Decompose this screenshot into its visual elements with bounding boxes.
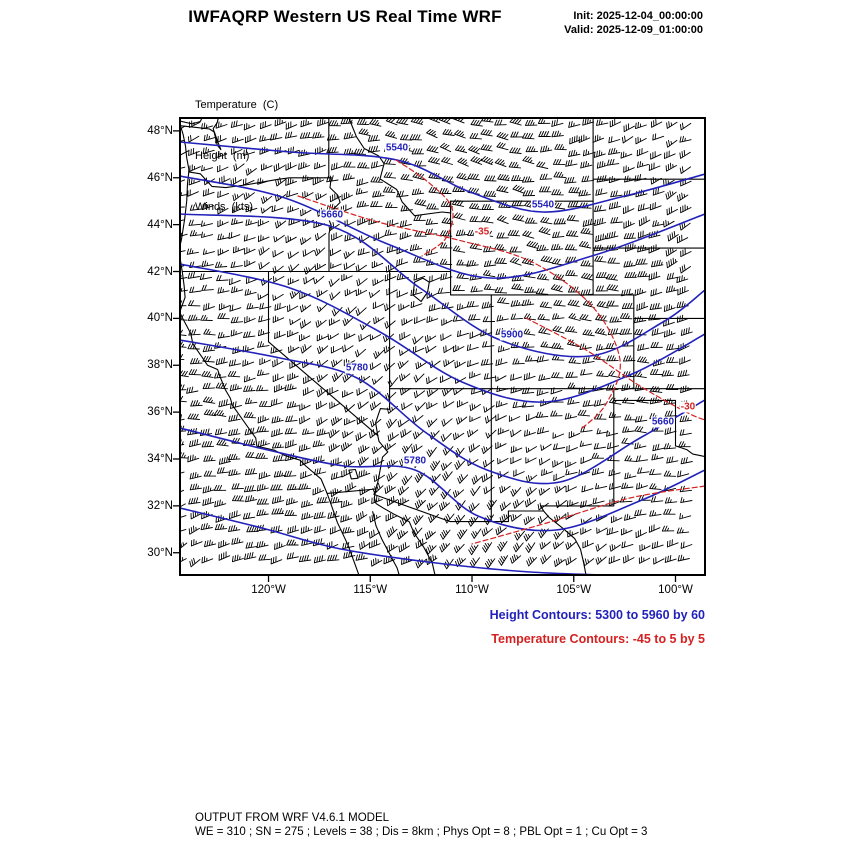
lat-tick-label: 42°N	[147, 265, 173, 278]
lon-tick-label: 120°W	[251, 584, 286, 596]
lon-tick-label: 100°W	[658, 584, 693, 596]
axis-ticks	[173, 130, 677, 582]
lat-tick-label: 40°N	[147, 312, 173, 325]
height-contour-note: Height Contours: 5300 to 5960 by 60	[489, 608, 705, 622]
temperature-contour-note: Temperature Contours: -45 to 5 by 5	[491, 632, 705, 646]
legend-temperature: Temperature (C)	[195, 99, 279, 111]
lat-tick-label: 44°N	[147, 218, 173, 231]
init-time: Init: 2025-12-04_00:00:00	[573, 10, 703, 22]
lat-tick-label: 38°N	[147, 359, 173, 372]
valid-time: Valid: 2025-12-09_01:00:00	[564, 24, 703, 36]
temperature-contours	[297, 159, 705, 545]
lon-tick-label: 110°W	[455, 584, 489, 596]
model-output-line: OUTPUT FROM WRF V4.6.1 MODEL	[195, 812, 390, 824]
height-contour-label: 5900	[499, 329, 525, 341]
height-contour-label: 5540	[530, 199, 556, 211]
map-frame	[179, 117, 706, 576]
height-contour-label: 5660	[650, 416, 676, 428]
lat-tick-label: 36°N	[147, 406, 173, 419]
height-contour-label: 5780	[402, 455, 428, 467]
lon-tick-label: 115°W	[353, 584, 388, 596]
lon-tick-label: 105°W	[556, 584, 592, 596]
model-config-line: WE = 310 ; SN = 275 ; Levels = 38 ; Dis …	[195, 826, 648, 838]
lat-tick-label: 46°N	[147, 171, 173, 184]
lat-tick-label: 48°N	[147, 124, 173, 137]
lat-tick-label: 34°N	[147, 452, 173, 465]
page-title: IWFAQRP Western US Real Time WRF	[188, 7, 502, 26]
state-boundaries	[180, 118, 705, 575]
height-contour-label: 5660	[319, 209, 345, 221]
lat-tick-label: 30°N	[147, 546, 173, 559]
height-contour-label: 5540	[384, 142, 410, 154]
height-contour-label: 5780	[344, 362, 370, 374]
temperature-contour-label: -30	[679, 401, 697, 413]
temperature-contour-label: -35	[473, 226, 491, 238]
height-contours	[180, 141, 705, 575]
lat-tick-label: 32°N	[147, 499, 173, 512]
